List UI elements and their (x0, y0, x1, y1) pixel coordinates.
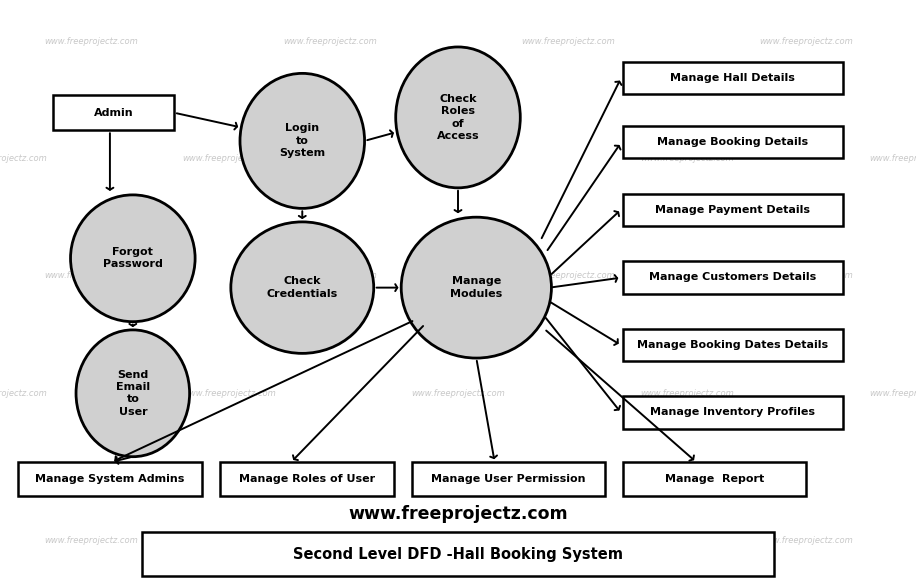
Text: Manage Inventory Profiles: Manage Inventory Profiles (650, 407, 815, 417)
Text: www.freeprojectz.com: www.freeprojectz.com (759, 36, 853, 46)
Text: Send
Email
to
User: Send Email to User (115, 370, 150, 417)
Text: www.freeprojectz.com: www.freeprojectz.com (521, 535, 615, 545)
Text: www.freeprojectz.com: www.freeprojectz.com (182, 389, 276, 398)
FancyBboxPatch shape (142, 532, 774, 576)
Text: www.freeprojectz.com: www.freeprojectz.com (640, 389, 734, 398)
FancyBboxPatch shape (623, 462, 806, 496)
Ellipse shape (240, 73, 365, 208)
FancyBboxPatch shape (18, 462, 202, 496)
Text: www.freeprojectz.com: www.freeprojectz.com (759, 271, 853, 281)
Text: Forgot
Password: Forgot Password (103, 247, 163, 269)
Text: Login
to
System: Login to System (279, 123, 325, 158)
Text: www.freeprojectz.com: www.freeprojectz.com (0, 154, 47, 163)
Text: www.freeprojectz.com: www.freeprojectz.com (182, 154, 276, 163)
Text: Manage System Admins: Manage System Admins (35, 474, 185, 484)
FancyBboxPatch shape (623, 126, 843, 158)
Ellipse shape (396, 47, 520, 188)
Ellipse shape (231, 222, 374, 353)
Text: www.freeprojectz.com: www.freeprojectz.com (869, 389, 916, 398)
Text: Manage Payment Details: Manage Payment Details (655, 205, 811, 215)
Text: www.freeprojectz.com: www.freeprojectz.com (45, 535, 138, 545)
FancyBboxPatch shape (412, 462, 605, 496)
FancyBboxPatch shape (220, 462, 394, 496)
Ellipse shape (76, 330, 190, 457)
Text: www.freeprojectz.com: www.freeprojectz.com (348, 505, 568, 522)
Text: www.freeprojectz.com: www.freeprojectz.com (521, 271, 615, 281)
Text: Manage Roles of User: Manage Roles of User (239, 474, 375, 484)
Text: www.freeprojectz.com: www.freeprojectz.com (640, 154, 734, 163)
Text: Manage
Modules: Manage Modules (450, 276, 503, 299)
Text: www.freeprojectz.com: www.freeprojectz.com (759, 535, 853, 545)
Text: Admin: Admin (93, 107, 134, 118)
Text: www.freeprojectz.com: www.freeprojectz.com (283, 271, 376, 281)
Text: Manage  Report: Manage Report (665, 474, 764, 484)
FancyBboxPatch shape (623, 194, 843, 226)
Ellipse shape (401, 217, 551, 358)
Text: Manage Booking Dates Details: Manage Booking Dates Details (638, 340, 828, 350)
Text: www.freeprojectz.com: www.freeprojectz.com (45, 36, 138, 46)
Text: www.freeprojectz.com: www.freeprojectz.com (283, 36, 376, 46)
FancyBboxPatch shape (623, 261, 843, 294)
Text: www.freeprojectz.com: www.freeprojectz.com (0, 389, 47, 398)
FancyBboxPatch shape (53, 95, 174, 130)
Text: www.freeprojectz.com: www.freeprojectz.com (45, 271, 138, 281)
Text: Manage Booking Details: Manage Booking Details (658, 137, 808, 147)
Text: Check
Credentials: Check Credentials (267, 276, 338, 299)
Text: Manage User Permission: Manage User Permission (431, 474, 585, 484)
Text: Manage Customers Details: Manage Customers Details (649, 272, 816, 282)
Text: www.freeprojectz.com: www.freeprojectz.com (521, 36, 615, 46)
FancyBboxPatch shape (623, 396, 843, 429)
FancyBboxPatch shape (623, 329, 843, 361)
Text: Check
Roles
of
Access: Check Roles of Access (437, 94, 479, 141)
Text: Second Level DFD -Hall Booking System: Second Level DFD -Hall Booking System (293, 547, 623, 562)
Ellipse shape (71, 195, 195, 322)
Text: www.freeprojectz.com: www.freeprojectz.com (283, 535, 376, 545)
Text: www.freeprojectz.com: www.freeprojectz.com (411, 154, 505, 163)
Text: Manage Hall Details: Manage Hall Details (671, 73, 795, 83)
Text: www.freeprojectz.com: www.freeprojectz.com (869, 154, 916, 163)
Text: www.freeprojectz.com: www.freeprojectz.com (411, 389, 505, 398)
FancyBboxPatch shape (623, 62, 843, 94)
